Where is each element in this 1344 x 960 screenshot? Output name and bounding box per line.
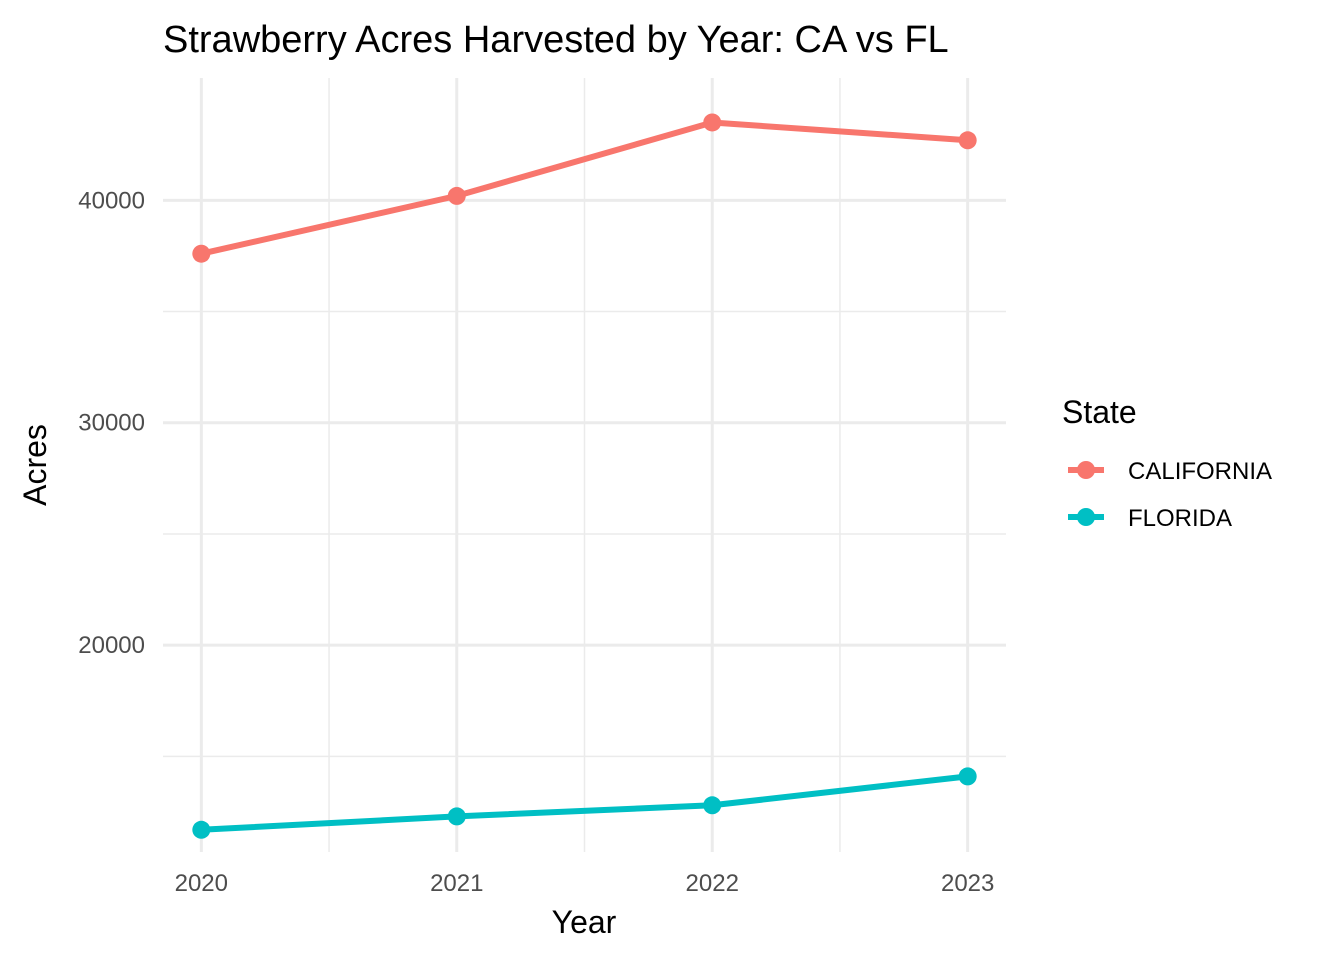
legend-key-florida	[1068, 508, 1104, 526]
y-axis-ticks: 20000 30000 40000	[78, 187, 145, 659]
legend-label-florida: FLORIDA	[1128, 505, 1232, 532]
legend-key-point	[1077, 461, 1095, 479]
x-tick-label: 2021	[430, 870, 483, 897]
data-point-california	[447, 186, 466, 205]
series-line-california	[200, 119, 968, 257]
legend-key-point	[1077, 508, 1095, 526]
legend-title: State	[1062, 394, 1137, 430]
y-tick-label: 30000	[78, 410, 145, 437]
data-point-florida	[703, 796, 722, 815]
series-california	[192, 113, 977, 263]
data-point-california	[192, 244, 211, 263]
y-tick-label: 40000	[78, 187, 145, 214]
data-point-florida	[447, 807, 466, 826]
y-tick-label: 20000	[78, 632, 145, 659]
x-tick-label: 2020	[175, 870, 228, 897]
data-point-california	[958, 131, 977, 150]
series-layer	[192, 113, 977, 839]
y-axis-title: Acres	[17, 424, 53, 506]
legend-label-california: CALIFORNIA	[1128, 458, 1272, 485]
x-axis-ticks: 2020 2021 2022 2023	[175, 870, 995, 897]
chart-title: Strawberry Acres Harvested by Year: CA v…	[163, 19, 949, 61]
series-florida	[192, 767, 977, 839]
data-point-florida	[958, 767, 977, 786]
data-point-florida	[192, 820, 211, 839]
x-tick-label: 2022	[686, 870, 739, 897]
x-axis-title: Year	[552, 904, 617, 940]
data-point-california	[703, 113, 722, 132]
series-line-florida	[201, 773, 969, 833]
grid	[163, 78, 1006, 852]
x-tick-label: 2023	[941, 870, 994, 897]
legend: State CALIFORNIA FLORIDA	[1062, 394, 1272, 532]
legend-key-california	[1068, 461, 1104, 479]
